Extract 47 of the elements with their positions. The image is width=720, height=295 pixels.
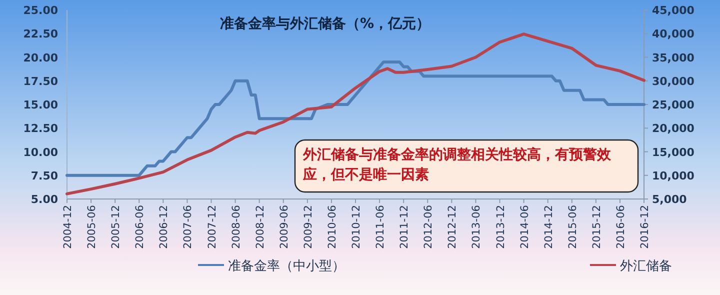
y-tick-label: 12.50 — [23, 122, 58, 136]
y2-tick-label: 35,000 — [652, 51, 695, 64]
x-tick-label: 2012-06 — [422, 204, 435, 249]
x-tick-label: 2010-06 — [326, 204, 338, 249]
y-tick-label: 5.00 — [30, 193, 58, 206]
y2-tick-label: 30,000 — [652, 74, 695, 88]
x-tick-label: 2008-06 — [230, 204, 242, 249]
x-tick-label: 2014-06 — [518, 204, 531, 249]
x-tick-label: 2007-12 — [206, 205, 218, 249]
x-tick-label: 2016-12 — [639, 205, 651, 249]
y2-tick-label: 40,000 — [652, 28, 695, 41]
y-tick-label: 15.00 — [23, 98, 58, 112]
x-tick-label: 2004-12 — [62, 205, 74, 249]
x-tick-label: 2009-06 — [278, 204, 290, 249]
y2-tick-label: 45,000 — [652, 4, 695, 17]
x-tick-label: 2011-12 — [398, 205, 411, 249]
y2-tick-label: 5,000 — [652, 193, 688, 206]
y2-tick-label: 15,000 — [652, 146, 695, 159]
x-tick-label: 2013-06 — [470, 204, 483, 249]
y2-tick-label: 10,000 — [652, 169, 695, 182]
x-tick-label: 2014-12 — [542, 205, 555, 249]
y-tick-label: 10.00 — [23, 146, 58, 159]
x-tick-label: 2006-12 — [158, 205, 170, 249]
y-tick-label: 7.50 — [30, 169, 58, 182]
x-tick-label: 2015-12 — [590, 205, 603, 249]
annotation: 外汇储备与准备金率的调整相关性较高，有预警效应，但不是唯一因素 — [303, 146, 612, 185]
y-tick-label: 25.00 — [23, 4, 58, 17]
y2-tick-label: 20,000 — [652, 122, 695, 136]
y2-tick-label: 25,000 — [652, 98, 695, 112]
x-tick-label: 2005-06 — [86, 204, 98, 249]
x-tick-label: 2012-12 — [446, 205, 459, 249]
legend-label: 外汇储备 — [620, 259, 672, 274]
legend-label: 准备金率（中小型） — [228, 258, 345, 274]
x-tick-label: 2010-12 — [350, 205, 362, 249]
x-tick-label: 2015-06 — [566, 204, 579, 249]
x-tick-label: 2008-12 — [254, 205, 266, 249]
x-tick-label: 2011-06 — [374, 204, 387, 249]
y-tick-label: 20.00 — [23, 51, 58, 64]
x-tick-label: 2009-12 — [302, 205, 314, 249]
x-tick-label: 2016-06 — [614, 204, 627, 249]
x-tick-label: 2006-06 — [134, 204, 146, 249]
x-tick-label: 2007-06 — [182, 204, 194, 249]
y-tick-label: 17.50 — [23, 74, 58, 88]
y-tick-label: 22.50 — [23, 28, 58, 41]
x-tick-label: 2005-12 — [110, 205, 122, 249]
x-tick-label: 2013-12 — [494, 205, 507, 249]
chart-title: 准备金率与外汇储备（%，亿元） — [220, 15, 430, 32]
